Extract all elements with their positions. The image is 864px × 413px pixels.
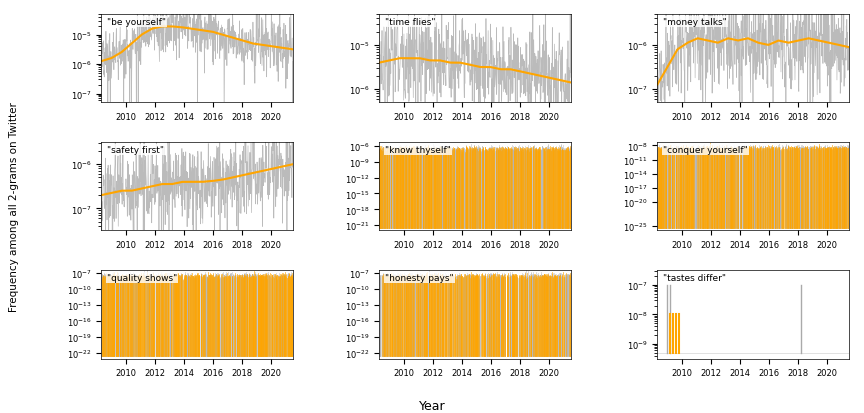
Text: "safety first": "safety first" [107, 145, 164, 154]
Text: Frequency among all 2-grams on Twitter: Frequency among all 2-grams on Twitter [9, 102, 19, 311]
Text: "money talks": "money talks" [663, 18, 727, 26]
Text: "conquer yourself": "conquer yourself" [663, 145, 747, 154]
Text: Year: Year [419, 399, 445, 412]
Text: "honesty pays": "honesty pays" [385, 273, 454, 282]
Text: "time flies": "time flies" [385, 18, 435, 26]
Text: "know thyself": "know thyself" [385, 145, 451, 154]
Text: "tastes differ": "tastes differ" [663, 273, 726, 282]
Text: "quality shows": "quality shows" [107, 273, 177, 282]
Text: "be yourself": "be yourself" [107, 18, 166, 26]
